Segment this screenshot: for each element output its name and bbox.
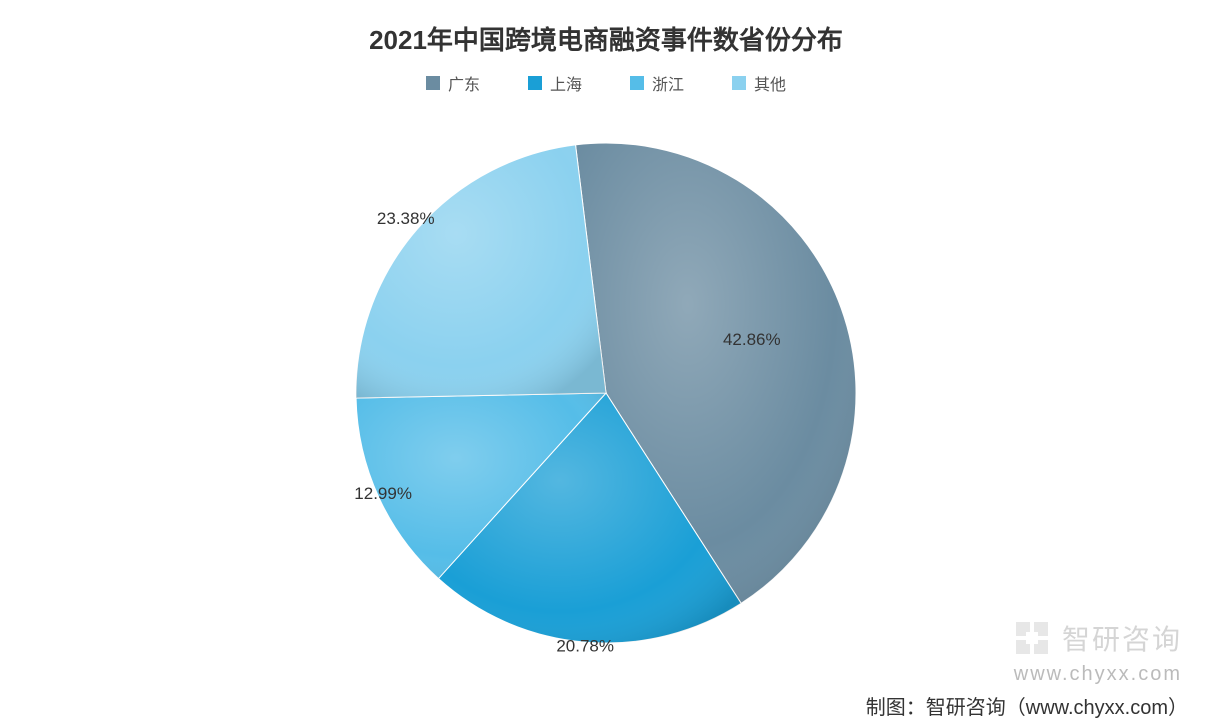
legend-label: 上海 <box>550 71 582 95</box>
legend-label: 广东 <box>448 71 480 95</box>
watermark-url: www.chyxx.com <box>1014 663 1182 686</box>
slice-label: 42.86% <box>723 330 781 349</box>
watermark-brand-text: 智研咨询 <box>1062 618 1182 658</box>
legend-marker-icon <box>732 76 746 90</box>
legend-item: 广东 <box>426 71 480 95</box>
pie-slice <box>356 145 606 398</box>
slice-label: 12.99% <box>354 484 412 503</box>
chart-legend: 广东 上海 浙江 其他 <box>0 71 1212 95</box>
attribution-text: 制图：智研咨询（www.chyxx.com） <box>866 691 1188 720</box>
watermark-brand: 智研咨询 <box>1012 618 1182 658</box>
pie-chart: 42.86% 20.78% 12.99% 23.38% <box>346 133 866 653</box>
legend-label: 其他 <box>754 71 786 95</box>
pie-svg: 42.86% 20.78% 12.99% 23.38% <box>346 133 866 653</box>
slice-label: 23.38% <box>377 209 435 228</box>
legend-label: 浙江 <box>652 71 684 95</box>
slice-label: 20.78% <box>556 637 614 656</box>
legend-marker-icon <box>426 76 440 90</box>
chart-title: 2021年中国跨境电商融资事件数省份分布 <box>0 0 1212 57</box>
legend-item: 浙江 <box>630 71 684 95</box>
watermark-logo-icon <box>1012 618 1052 658</box>
legend-marker-icon <box>528 76 542 90</box>
legend-marker-icon <box>630 76 644 90</box>
legend-item: 其他 <box>732 71 786 95</box>
legend-item: 上海 <box>528 71 582 95</box>
